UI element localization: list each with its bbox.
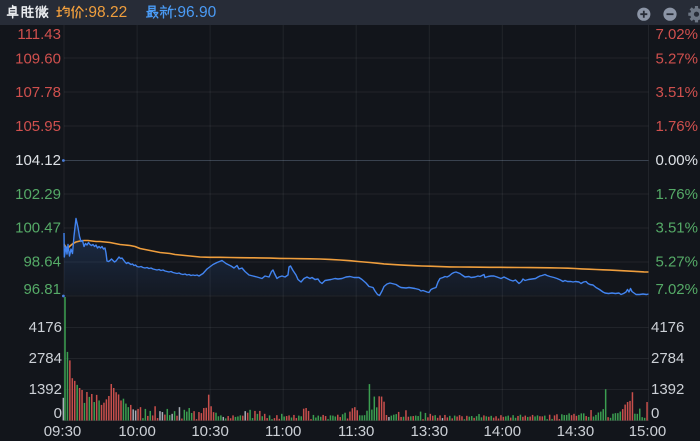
svg-text:107.78: 107.78 [15,84,61,101]
svg-text:105.95: 105.95 [15,118,61,135]
svg-text:7.02%: 7.02% [655,26,698,43]
svg-text:0: 0 [651,405,659,422]
svg-text:104.12: 104.12 [15,152,61,169]
svg-text:13:30: 13:30 [411,423,449,440]
svg-text:4176: 4176 [651,319,684,336]
svg-text:2784: 2784 [29,350,62,367]
svg-text:10:30: 10:30 [191,423,229,440]
svg-text:100.47: 100.47 [15,220,61,237]
svg-text:1392: 1392 [29,381,62,398]
svg-text:0.00%: 0.00% [655,152,698,169]
svg-text:5.27%: 5.27% [655,254,698,271]
svg-text:3.51%: 3.51% [655,220,698,237]
svg-text:4176: 4176 [29,319,62,336]
svg-text:102.29: 102.29 [15,186,61,203]
svg-text:5.27%: 5.27% [655,51,698,68]
svg-text:1392: 1392 [651,381,684,398]
svg-text:10:00: 10:00 [118,423,156,440]
svg-text:14:30: 14:30 [557,423,595,440]
svg-text:109.60: 109.60 [15,51,61,68]
svg-text:15:00: 15:00 [629,423,667,440]
svg-text:11:00: 11:00 [265,423,301,440]
svg-text:09:30: 09:30 [44,423,82,440]
svg-text:1.76%: 1.76% [655,186,698,203]
svg-text:3.51%: 3.51% [655,84,698,101]
svg-text:98.64: 98.64 [23,254,61,271]
svg-text::96.90: :96.90 [173,4,216,21]
svg-text::98.22: :98.22 [84,4,127,21]
svg-text:11:30: 11:30 [338,423,374,440]
svg-text:14:00: 14:00 [484,423,522,440]
svg-text:111.43: 111.43 [17,26,61,43]
svg-text:1.76%: 1.76% [655,118,698,135]
svg-text:2784: 2784 [651,350,684,367]
svg-text:96.81: 96.81 [23,281,61,298]
svg-text:7.02%: 7.02% [655,281,698,298]
svg-text:0: 0 [54,405,62,422]
